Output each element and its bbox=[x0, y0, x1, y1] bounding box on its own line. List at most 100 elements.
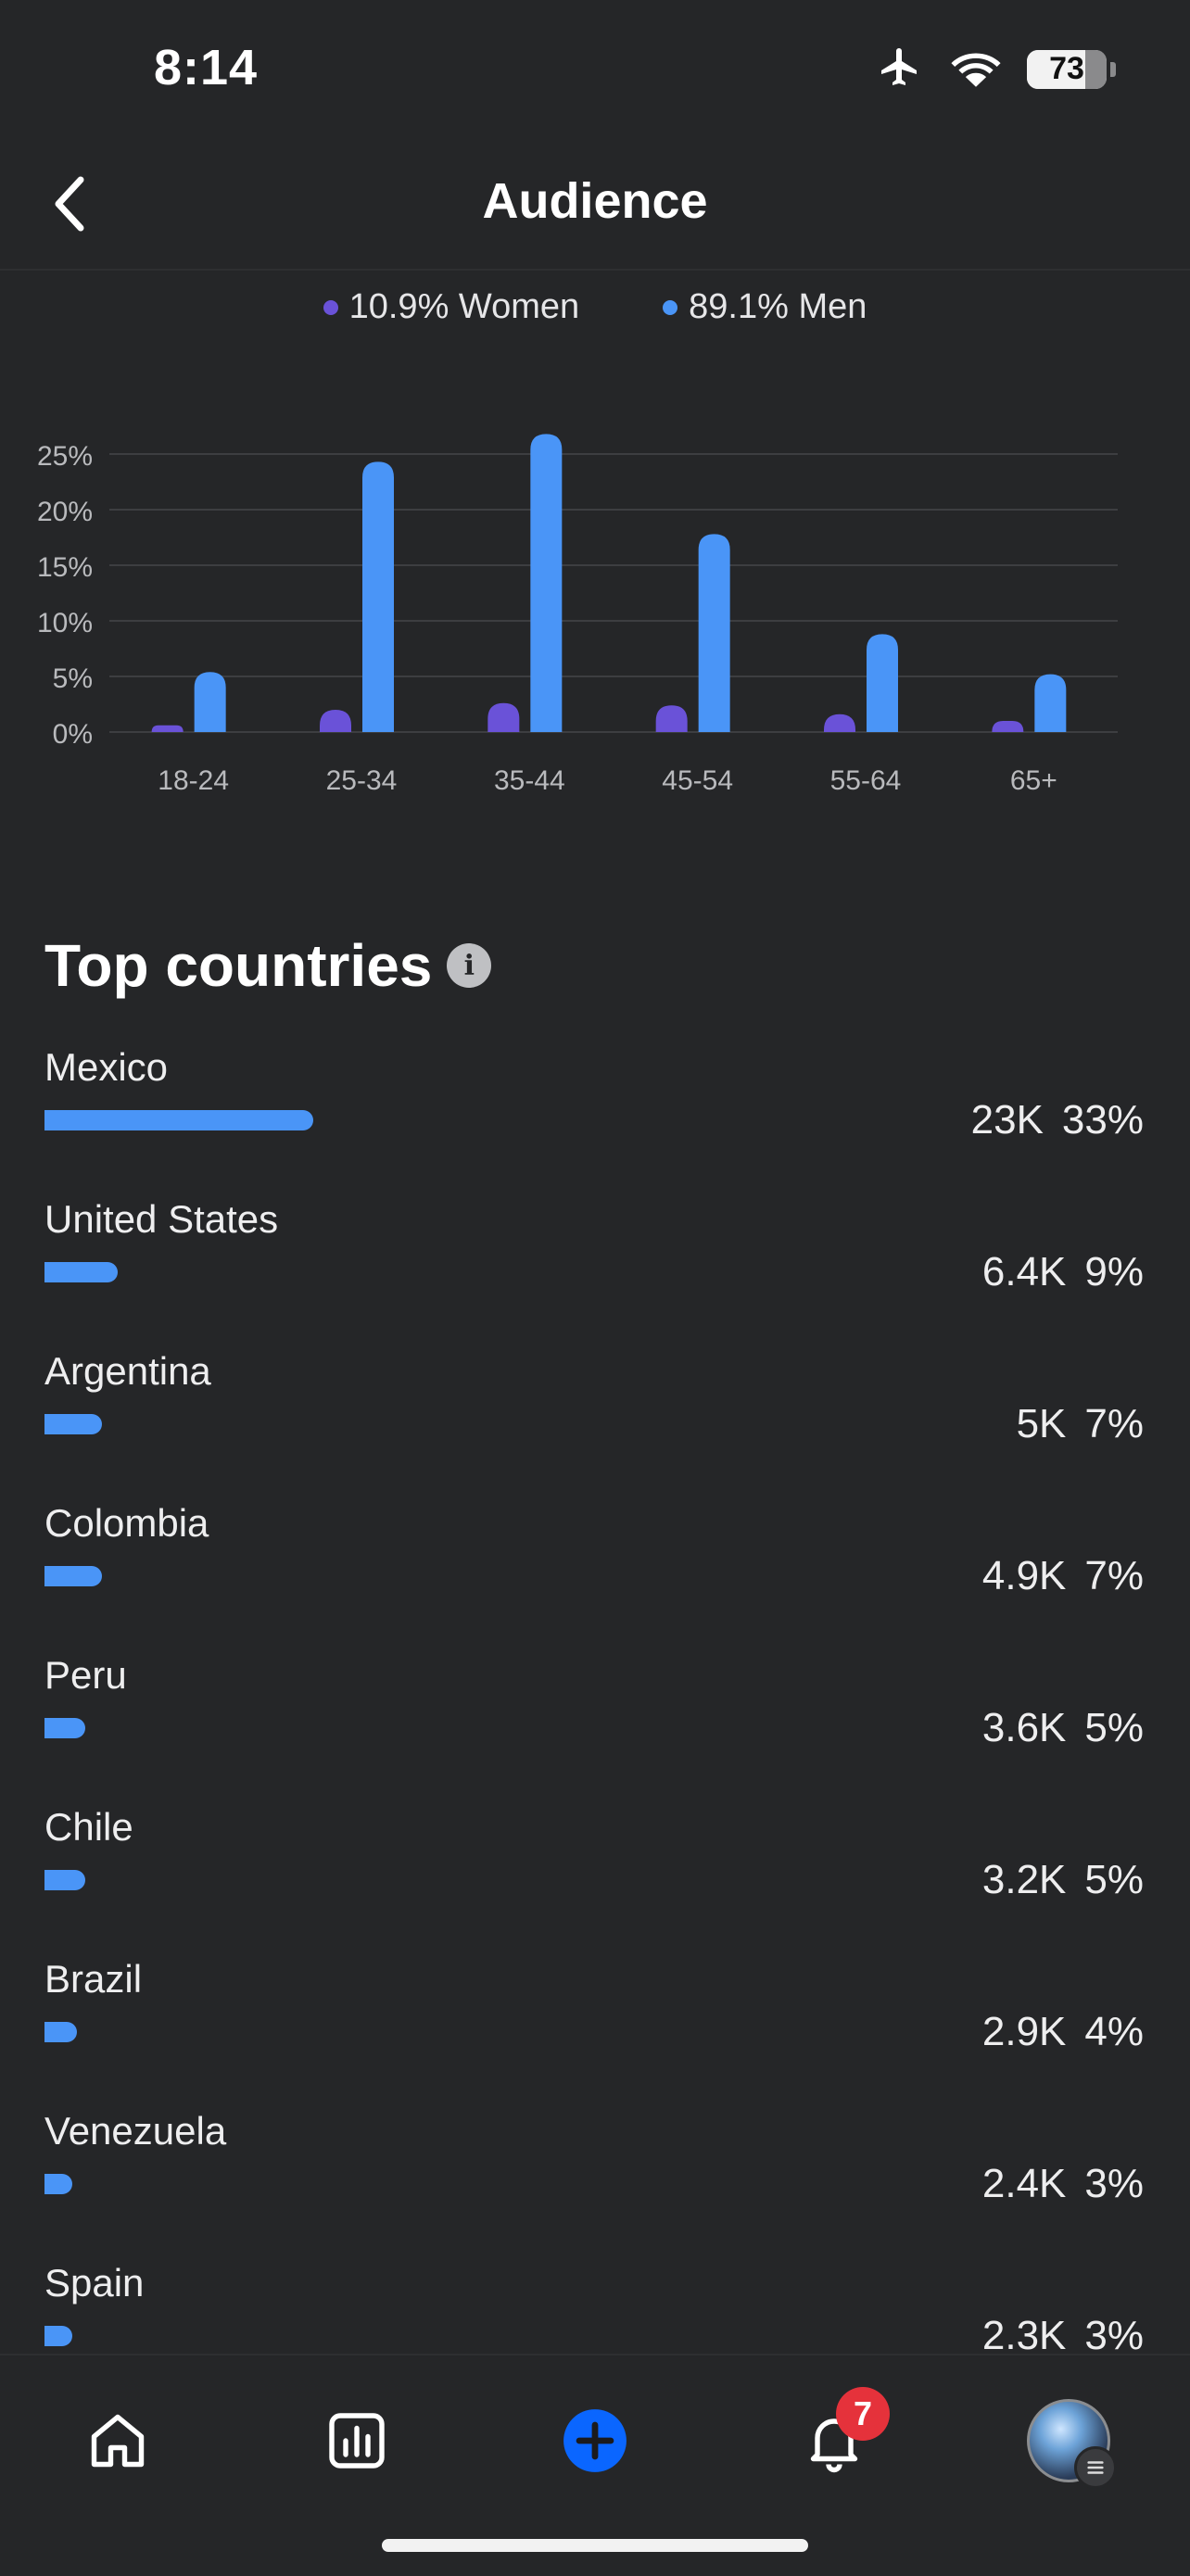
country-stats: 5K 7% bbox=[1017, 1401, 1144, 1447]
country-stats: 23K 33% bbox=[971, 1097, 1144, 1143]
country-share-bar bbox=[44, 1262, 119, 1282]
tab-home[interactable] bbox=[71, 2394, 164, 2487]
avatar bbox=[1027, 2399, 1117, 2489]
country-count: 3.2K bbox=[981, 1857, 1067, 1902]
x-tick-label: 18-24 bbox=[158, 765, 229, 796]
age-gender-chart: 0% 5% 10% 15% 20% 25% 18-24 25-34 35-44 45-54 55-6… bbox=[37, 434, 1118, 796]
legend-label-women: 10.9% Women bbox=[348, 287, 580, 326]
country-count: 4.9K bbox=[981, 1553, 1067, 1598]
chevron-left-icon bbox=[55, 176, 84, 232]
country-name: Chile bbox=[44, 1805, 133, 1849]
nav-bar: Audience bbox=[0, 139, 1190, 271]
status-icons: 73 bbox=[875, 44, 1116, 94]
y-tick-label: 15% bbox=[37, 552, 93, 583]
country-share-bar bbox=[44, 1566, 102, 1586]
country-share-bar bbox=[44, 1414, 102, 1434]
country-stats: 3.2K 5% bbox=[982, 1857, 1144, 1903]
country-stats: 2.9K 4% bbox=[982, 2009, 1144, 2055]
bar-women bbox=[992, 721, 1024, 732]
country-row: Argentina 5K 7% bbox=[0, 1342, 1190, 1494]
bar-women bbox=[655, 705, 688, 732]
country-row: United States 6.4K 9% bbox=[0, 1190, 1190, 1342]
country-count: 23K bbox=[970, 1097, 1044, 1143]
battery-level: 73 bbox=[1049, 51, 1084, 86]
battery-cap bbox=[1110, 61, 1116, 77]
country-name: Argentina bbox=[44, 1349, 211, 1393]
legend-item-men: 89.1% Men bbox=[663, 287, 867, 327]
country-name: Colombia bbox=[44, 1501, 209, 1545]
x-tick-label: 65+ bbox=[1010, 765, 1057, 796]
country-stats: 2.3K 3% bbox=[982, 2313, 1144, 2359]
country-row: Mexico 23K 33% bbox=[0, 1038, 1190, 1190]
tab-insights[interactable] bbox=[310, 2394, 403, 2487]
country-count: 6.4K bbox=[981, 1249, 1067, 1294]
country-row: Colombia 4.9K 7% bbox=[0, 1494, 1190, 1646]
create-icon bbox=[563, 2409, 627, 2472]
battery-indicator: 73 bbox=[1027, 49, 1107, 89]
bar-men bbox=[698, 534, 730, 732]
status-bar: 8:14 73 bbox=[0, 0, 1190, 139]
country-percent: 7% bbox=[1084, 1401, 1144, 1446]
bar-women bbox=[824, 713, 855, 732]
country-percent: 5% bbox=[1084, 1857, 1144, 1902]
info-icon[interactable]: i bbox=[447, 943, 492, 988]
chart-legend: 10.9% Women 89.1% Men bbox=[0, 287, 1190, 327]
country-row: Chile 3.2K 5% bbox=[0, 1798, 1190, 1950]
country-share-bar bbox=[44, 2174, 72, 2194]
menu-icon bbox=[1074, 2446, 1117, 2489]
country-name: Brazil bbox=[44, 1957, 143, 2001]
country-list: Mexico 23K 33% United States 6.4K 9% Argentina… bbox=[0, 1038, 1190, 2406]
country-share-bar bbox=[44, 1718, 85, 1738]
back-button[interactable] bbox=[37, 171, 102, 236]
bar-women bbox=[151, 725, 184, 732]
country-name: Venezuela bbox=[44, 2109, 227, 2153]
country-row: Peru 3.6K 5% bbox=[0, 1646, 1190, 1798]
top-countries-header: Top countries i bbox=[44, 931, 492, 1000]
country-percent: 7% bbox=[1084, 1553, 1144, 1598]
x-tick-label: 45-54 bbox=[662, 765, 733, 796]
country-stats: 4.9K 7% bbox=[982, 1553, 1144, 1599]
section-title: Top countries bbox=[44, 932, 433, 999]
insights-icon bbox=[329, 2413, 385, 2469]
legend-label-men: 89.1% Men bbox=[689, 287, 867, 326]
legend-dot-women bbox=[323, 299, 338, 315]
y-tick-label: 0% bbox=[53, 719, 93, 750]
y-tick-label: 5% bbox=[53, 663, 93, 694]
x-tick-label: 35-44 bbox=[494, 765, 565, 796]
country-row: Spain 2.3K 3% bbox=[0, 2254, 1190, 2406]
x-tick-label: 25-34 bbox=[326, 765, 398, 796]
bar-men bbox=[362, 461, 394, 732]
country-name: Peru bbox=[44, 1653, 127, 1697]
country-stats: 3.6K 5% bbox=[982, 1705, 1144, 1751]
country-percent: 3% bbox=[1084, 2313, 1144, 2358]
airplane-mode-icon bbox=[875, 44, 925, 94]
country-count: 2.4K bbox=[981, 2161, 1067, 2206]
country-name: Mexico bbox=[44, 1045, 169, 1089]
country-percent: 4% bbox=[1084, 2009, 1144, 2054]
bar-men bbox=[530, 434, 563, 732]
country-stats: 2.4K 3% bbox=[982, 2161, 1144, 2207]
country-name: United States bbox=[44, 1197, 279, 1241]
country-row: Venezuela 2.4K 3% bbox=[0, 2102, 1190, 2254]
country-percent: 9% bbox=[1084, 1249, 1144, 1294]
tab-create[interactable] bbox=[549, 2394, 641, 2487]
country-share-bar bbox=[44, 2326, 72, 2346]
country-percent: 5% bbox=[1084, 1705, 1144, 1750]
y-tick-label: 25% bbox=[37, 441, 93, 472]
country-share-bar bbox=[44, 1110, 313, 1130]
y-tick-label: 10% bbox=[37, 608, 93, 638]
notification-badge: 7 bbox=[836, 2387, 890, 2441]
country-count: 2.9K bbox=[981, 2009, 1067, 2054]
x-tick-label: 55-64 bbox=[830, 765, 902, 796]
status-time: 8:14 bbox=[154, 40, 259, 95]
tab-notifications[interactable]: 7 bbox=[788, 2387, 890, 2487]
country-stats: 6.4K 9% bbox=[982, 1249, 1144, 1295]
battery-empty bbox=[1084, 49, 1107, 89]
country-count: 2.3K bbox=[981, 2313, 1067, 2358]
bar-men bbox=[1034, 674, 1067, 732]
country-name: Spain bbox=[44, 2261, 145, 2305]
tab-profile[interactable] bbox=[1022, 2394, 1117, 2489]
country-percent: 33% bbox=[1061, 1097, 1144, 1143]
battery-fill bbox=[1027, 49, 1085, 89]
bar-men bbox=[194, 672, 226, 732]
